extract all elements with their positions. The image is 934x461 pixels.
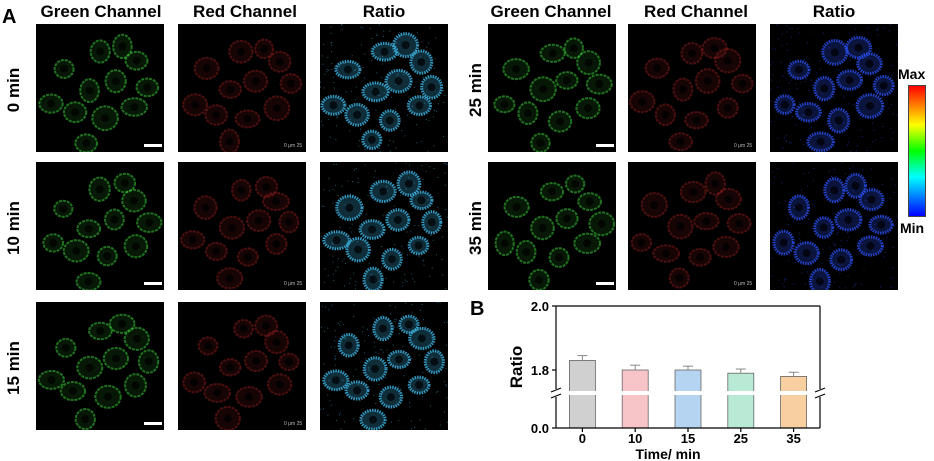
axis-break-mark: [550, 393, 562, 399]
bar: [674, 369, 702, 429]
red-channel-image: 0 μm 25: [178, 162, 306, 290]
scale-bar: [596, 282, 614, 285]
scale-text: 0 μm 25: [734, 281, 753, 287]
ratio-bar-chart: 0 10 15 25 35 2.0 1.8 0.0 Ratio Time/ min: [507, 299, 826, 461]
ratio-channel-image: [770, 24, 898, 152]
x-tick-label: 15: [681, 431, 695, 446]
y-tick-label: 2.0: [531, 299, 549, 314]
red-channel-image: 0 μm 25: [628, 162, 756, 290]
axis-break-mark: [814, 387, 826, 393]
red-channel-image: 0 μm 25: [628, 24, 756, 152]
green-channel-image: [36, 162, 164, 290]
y-tick-label: 1.8: [531, 363, 549, 378]
ratio-channel-image: [320, 24, 448, 152]
colorbar-max-label: Max: [898, 66, 926, 82]
axis-break-mark: [550, 387, 562, 393]
scale-bar: [144, 282, 162, 285]
panel-a-label: A: [2, 6, 17, 28]
header-green-channel-left: Green Channel: [40, 2, 162, 21]
green-channel-image: [36, 302, 164, 430]
row-label-10-min: 10 min: [4, 201, 23, 255]
row-label-15-min: 15 min: [4, 341, 23, 395]
green-channel-image: [36, 24, 164, 152]
x-axis-label: Time/ min: [635, 446, 700, 461]
ratio-channel-image: [320, 302, 448, 430]
x-tick-label: 25: [734, 431, 748, 446]
header-ratio-right: Ratio: [812, 2, 856, 21]
header-ratio-left: Ratio: [362, 2, 406, 21]
red-channel-image: 0 μm 25: [178, 24, 306, 152]
row-label-25-min: 25 min: [466, 63, 485, 117]
header-green-channel-right: Green Channel: [490, 2, 612, 21]
axis-break-gap: [816, 389, 824, 397]
bar: [621, 369, 649, 429]
row-label-0-min: 0 min: [4, 67, 23, 113]
scale-text: 0 μm 25: [284, 143, 303, 149]
axis-break-band: [556, 391, 820, 395]
x-tick-label: 10: [628, 431, 642, 446]
scale-text: 0 μm 25: [734, 143, 753, 149]
header-red-channel-left: Red Channel: [193, 2, 297, 21]
colorbar-min-label: Min: [900, 220, 925, 236]
red-channel-image: 0 μm 25: [178, 302, 306, 430]
x-tick-label: 0: [579, 431, 586, 446]
x-tick-label: 35: [786, 431, 800, 446]
scale-text: 0 μm 25: [284, 281, 303, 287]
green-channel-image: [488, 24, 616, 152]
axis-break-mark: [814, 393, 826, 399]
axis-break-gap: [552, 389, 560, 397]
scale-bar: [144, 144, 162, 147]
row-label-35-min: 35 min: [466, 201, 485, 255]
scale-bar: [144, 422, 162, 425]
y-axis-label: Ratio: [507, 346, 526, 389]
green-channel-image: [488, 162, 616, 290]
ratio-channel-image: [320, 162, 448, 290]
panel-b-label: B: [470, 298, 485, 320]
ratio-channel-image: [770, 162, 898, 290]
bar: [780, 376, 808, 429]
header-red-channel-right: Red Channel: [644, 2, 748, 21]
scale-text: 0 μm 25: [284, 421, 303, 427]
bar: [727, 372, 755, 429]
colorbar: [908, 85, 926, 217]
y-tick-label: 0.0: [531, 421, 549, 436]
scale-bar: [596, 144, 614, 147]
